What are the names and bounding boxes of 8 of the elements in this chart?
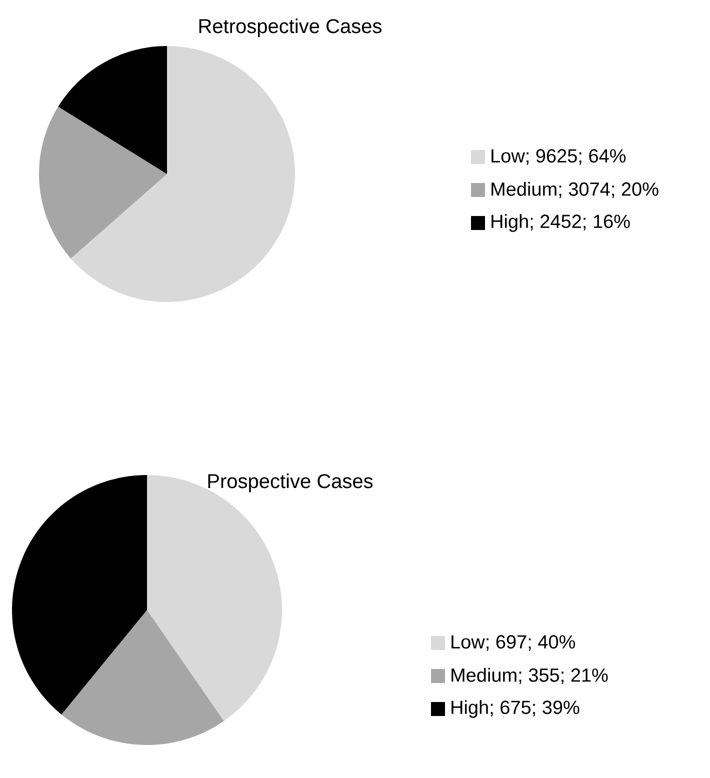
legend-label: Low; 697; 40% <box>452 635 576 651</box>
legend-label: High; 675; 39% <box>452 700 580 718</box>
legend-label: Low; 9625; 64% <box>492 149 626 165</box>
legend-label: Medium; 3074; 20% <box>492 182 658 198</box>
chart-title: Retrospective Cases <box>199 18 382 38</box>
legend-label: High; 2452; 16% <box>492 214 630 232</box>
legend-label: Medium; 355; 21% <box>452 668 608 684</box>
chart-title: Prospective Cases <box>208 474 373 492</box>
